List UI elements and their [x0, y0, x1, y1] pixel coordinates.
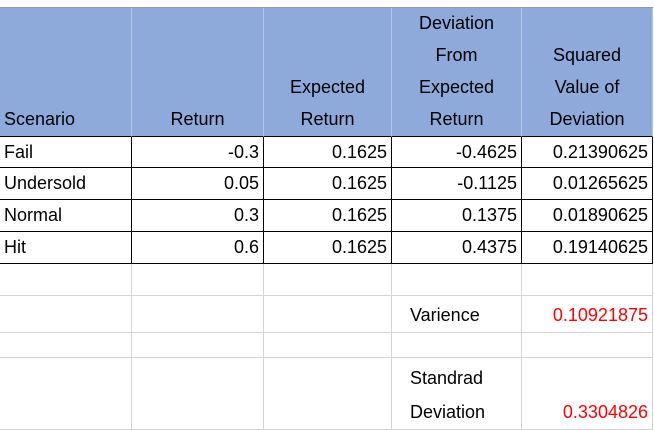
table-cell: -0.3	[132, 137, 264, 168]
header-text: Scenario	[4, 109, 76, 129]
cell-text: 0.1625	[331, 205, 387, 225]
cell-text: 0.6	[233, 237, 259, 257]
table-cell: 0.1625	[264, 232, 392, 264]
header-text: Return	[170, 109, 225, 129]
table-cell: Fail	[0, 137, 132, 168]
cell-text: Hit	[4, 237, 26, 257]
cell-text: 0.1375	[461, 205, 517, 225]
table-cell: 0.6	[132, 232, 264, 264]
cell-text: 0.01890625	[552, 205, 648, 225]
table-cell: Hit	[0, 232, 132, 264]
header-text: Deviation	[549, 109, 625, 129]
table-cell: -0.4625	[392, 137, 522, 168]
empty-cell	[264, 333, 392, 358]
cell-text: 0.19140625	[552, 237, 648, 257]
table-cell: Undersold	[0, 168, 132, 200]
empty-cell	[0, 333, 132, 358]
header-text: Deviation	[418, 13, 495, 33]
header-cell: Scenario	[0, 8, 132, 137]
empty-cell: 0.10921875	[522, 296, 653, 333]
empty-cell: 0.3304826	[522, 358, 653, 430]
cell-text: Fail	[4, 142, 34, 162]
table-cell: Normal	[0, 200, 132, 232]
cell-text: 0.1625	[331, 237, 387, 257]
header-cell: Expected Return	[264, 8, 392, 137]
table-cell: 0.21390625	[522, 137, 653, 168]
cell-text: -0.1125	[457, 173, 517, 193]
table-cell: 0.1375	[392, 200, 522, 232]
header-text: Expected	[289, 77, 366, 97]
std-dev-value: 0.3304826	[562, 402, 648, 422]
cell-text: 0.01265625	[552, 173, 648, 193]
empty-cell: Standrad Deviation	[392, 358, 522, 430]
variance-label: Varience	[410, 305, 480, 325]
variance-value: 0.10921875	[552, 305, 648, 325]
cell-text: 0.21390625	[552, 142, 648, 162]
table-cell: 0.3	[132, 200, 264, 232]
header-text: Expected	[418, 77, 495, 97]
table-cell: 0.1625	[264, 200, 392, 232]
header-cell: Return	[132, 8, 264, 137]
empty-cell	[0, 264, 132, 296]
empty-cell	[132, 333, 264, 358]
empty-cell	[132, 358, 264, 430]
header-text: Return	[429, 109, 484, 129]
top-strip	[0, 0, 653, 8]
header-cell: Deviation From Expected Return	[392, 8, 522, 137]
cell-text: -0.4625	[455, 142, 517, 162]
header-cell: Squared Value of Deviation	[522, 8, 653, 137]
cell-text: 0.1625	[331, 173, 387, 193]
empty-cell	[0, 296, 132, 333]
table-cell: 0.01890625	[522, 200, 653, 232]
table-cell: 0.05	[132, 168, 264, 200]
table-cell: 0.1625	[264, 137, 392, 168]
empty-cell	[0, 358, 132, 430]
std-dev-label: Deviation	[410, 402, 486, 422]
empty-cell	[264, 264, 392, 296]
cell-text: 0.05	[223, 173, 259, 193]
cell-text: Undersold	[4, 173, 87, 193]
table-cell: 0.01265625	[522, 168, 653, 200]
cell-text: -0.3	[227, 142, 259, 162]
table-cell: 0.4375	[392, 232, 522, 264]
empty-cell	[264, 358, 392, 430]
table-cell: -0.1125	[392, 168, 522, 200]
header-text: Value of	[554, 77, 620, 97]
empty-cell	[264, 296, 392, 333]
empty-cell	[392, 333, 522, 358]
empty-cell: Varience	[392, 296, 522, 333]
empty-cell	[522, 333, 653, 358]
cell-text: 0.3	[233, 205, 259, 225]
header-text: Return	[300, 109, 355, 129]
table-cell: 0.19140625	[522, 232, 653, 264]
empty-cell	[132, 264, 264, 296]
std-dev-label: Standrad	[410, 368, 484, 388]
cell-text: 0.1625	[331, 142, 387, 162]
cell-text: Normal	[4, 205, 63, 225]
header-text: Squared	[552, 45, 622, 65]
cell-text: 0.4375	[461, 237, 517, 257]
table-cell: 0.1625	[264, 168, 392, 200]
empty-cell	[522, 264, 653, 296]
empty-cell	[392, 264, 522, 296]
header-text: From	[435, 45, 478, 65]
empty-cell	[132, 296, 264, 333]
